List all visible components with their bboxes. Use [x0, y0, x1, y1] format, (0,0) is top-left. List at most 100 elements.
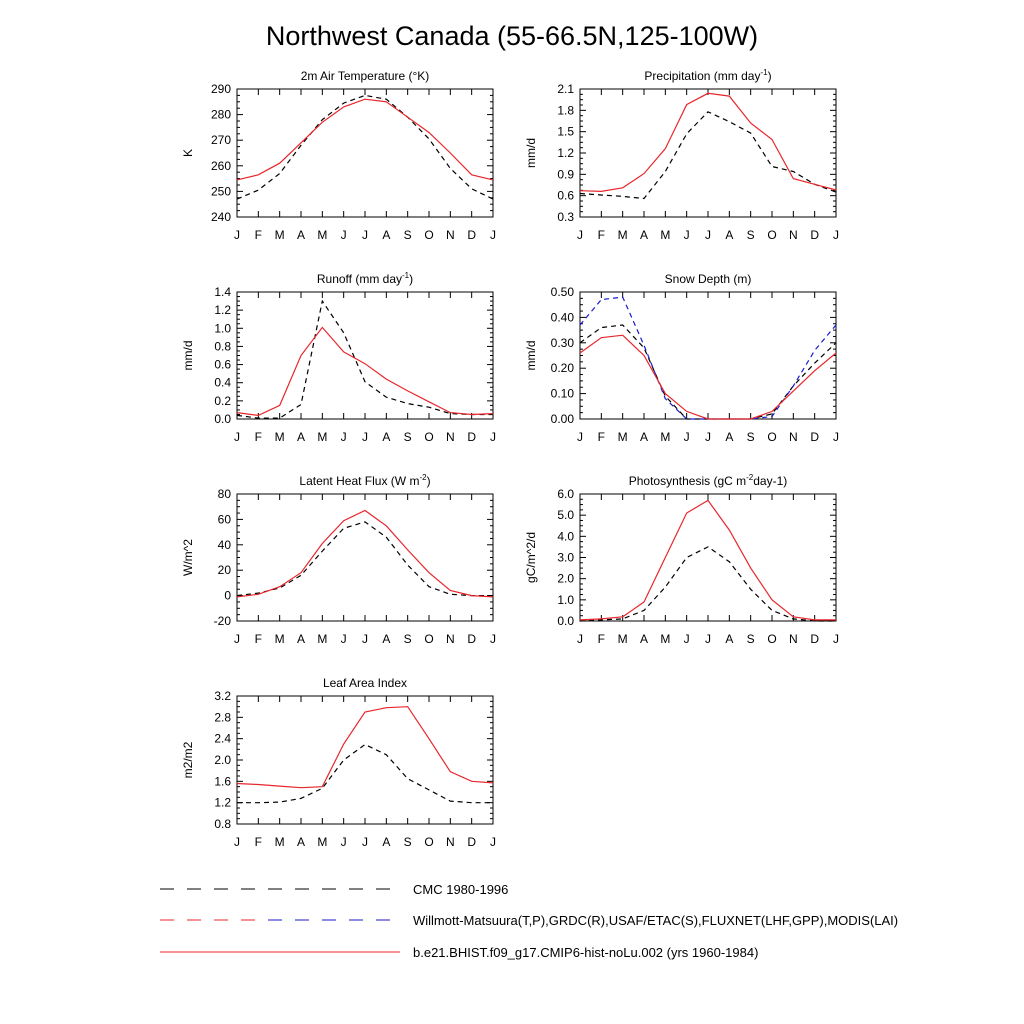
x-tick-label: F — [255, 632, 262, 646]
x-tick-label: M — [317, 430, 327, 444]
y-tick-label: 1.5 — [557, 125, 574, 139]
series-line-model — [236, 509, 494, 598]
x-tick-label: A — [297, 632, 305, 646]
x-tick-label: J — [362, 228, 368, 242]
x-tick-label: J — [234, 835, 240, 849]
x-tick-label: D — [467, 835, 476, 849]
y-tick-label: 0.0 — [214, 412, 231, 426]
plot-frame — [236, 695, 494, 825]
y-tick-label: 2.4 — [214, 732, 231, 746]
series-line-obs — [236, 521, 493, 597]
x-tick-label: J — [234, 228, 240, 242]
figure-title: Northwest Canada (55-66.5N,125-100W) — [266, 21, 758, 51]
y-tick-label: 240 — [211, 210, 231, 224]
x-tick-label: D — [467, 228, 476, 242]
x-tick-label: O — [424, 228, 433, 242]
x-tick-label: S — [404, 430, 412, 444]
y-tick-label: 280 — [211, 108, 231, 122]
series-line-obs — [236, 299, 493, 419]
x-tick-label: M — [317, 632, 327, 646]
panel: Latent Heat Flux (W m-2) W/m^2 -20 0 20 40 60 8… — [181, 473, 496, 646]
x-tick-label: J — [362, 430, 368, 444]
x-tick-label: J — [362, 632, 368, 646]
x-tick-label: N — [446, 632, 455, 646]
series-line-model — [236, 706, 494, 789]
x-tick-label: N — [789, 430, 798, 444]
x-tick-label: S — [404, 228, 412, 242]
x-tick-label: D — [810, 228, 819, 242]
x-tick-label: J — [577, 228, 583, 242]
series-line-model — [579, 499, 836, 621]
series-line-obs — [579, 111, 837, 200]
y-axis-label: K — [181, 149, 195, 157]
y-tick-label: 3.2 — [214, 689, 231, 703]
x-tick-label: J — [341, 835, 347, 849]
y-tick-label: 0.4 — [214, 376, 231, 390]
panel: Precipitation (mm day-1) mm/d 0.3 0.6 0.9 1.2… — [524, 68, 839, 242]
x-tick-label: M — [317, 228, 327, 242]
x-tick-label: N — [446, 228, 455, 242]
x-tick-label: J — [490, 430, 496, 444]
y-tick-label: 1.6 — [214, 774, 231, 788]
x-tick-label: J — [684, 228, 690, 242]
panel-title: Leaf Area Index — [323, 676, 407, 690]
plot-frame — [579, 493, 837, 622]
panels: 2m Air Temperature (°K) K 240 250 260 270 280 2… — [181, 68, 839, 849]
y-tick-label: 250 — [211, 184, 231, 198]
panel: Snow Depth (m) mm/d 0.00 0.10 0.20 0.30 0.40 0.… — [524, 272, 839, 444]
x-tick-label: F — [598, 632, 605, 646]
y-tick-label: 1.0 — [557, 593, 574, 607]
legend-label: Willmott-Matsuura(T,P),GRDC(R),USAF/ETAC… — [413, 913, 898, 928]
x-tick-label: J — [577, 632, 583, 646]
x-tick-label: S — [747, 228, 755, 242]
x-tick-label: J — [490, 835, 496, 849]
x-tick-label: A — [297, 228, 305, 242]
series-line-obs2 — [579, 296, 837, 420]
x-tick-label: A — [382, 228, 390, 242]
y-tick-label: 0.00 — [551, 412, 575, 426]
x-tick-label: J — [705, 430, 711, 444]
x-tick-label: J — [341, 228, 347, 242]
x-tick-label: J — [684, 430, 690, 444]
x-tick-label: O — [424, 430, 433, 444]
y-tick-label: -20 — [214, 614, 232, 628]
x-tick-label: M — [618, 430, 628, 444]
series-line-model — [236, 98, 494, 181]
y-tick-label: 2.8 — [214, 710, 231, 724]
y-tick-label: 0.30 — [551, 336, 575, 350]
series-line-obs — [237, 743, 493, 804]
y-tick-label: 0.0 — [557, 614, 574, 628]
plot-frame — [236, 88, 494, 218]
x-tick-label: D — [810, 632, 819, 646]
x-tick-label: A — [725, 228, 733, 242]
x-tick-label: N — [446, 430, 455, 444]
legend-item: b.e21.BHIST.f09_g17.CMIP6-hist-noLu.002 … — [160, 945, 758, 960]
x-tick-label: A — [297, 430, 305, 444]
x-tick-label: A — [725, 430, 733, 444]
series-line-model — [236, 326, 494, 417]
panel-title: Snow Depth (m) — [665, 272, 752, 286]
plot-frame — [236, 493, 494, 622]
panel-title: 2m Air Temperature (°K) — [301, 69, 430, 83]
series-line-obs — [236, 94, 494, 200]
x-tick-label: J — [362, 835, 368, 849]
x-tick-label: M — [275, 430, 285, 444]
legend-label: CMC 1980-1996 — [413, 882, 508, 897]
y-tick-label: 0.9 — [557, 167, 574, 181]
y-tick-label: 0.6 — [214, 358, 231, 372]
x-tick-label: S — [404, 835, 412, 849]
x-tick-label: J — [684, 632, 690, 646]
panel-title: Photosynthesis (gC m-2day-1) — [629, 473, 788, 488]
x-tick-label: F — [255, 430, 262, 444]
y-axis-label: W/m^2 — [181, 539, 195, 576]
panel-title: Latent Heat Flux (W m-2) — [299, 473, 430, 488]
x-tick-label: S — [747, 430, 755, 444]
y-axis-label: m2/m2 — [181, 741, 195, 778]
y-tick-label: 80 — [218, 487, 232, 501]
x-tick-label: M — [275, 632, 285, 646]
plot-frame — [236, 291, 494, 420]
x-tick-label: A — [382, 835, 390, 849]
x-tick-label: M — [275, 835, 285, 849]
x-tick-label: F — [255, 835, 262, 849]
